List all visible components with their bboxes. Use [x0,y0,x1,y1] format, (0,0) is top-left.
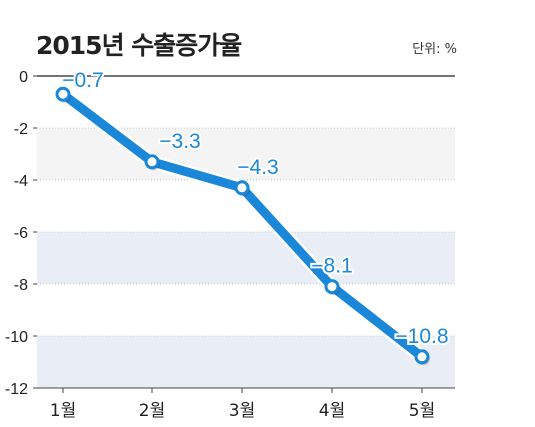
value-label: −0.7 [62,69,103,92]
data-point [55,86,71,102]
y-tick-label: 0 [19,69,28,86]
x-tick-label: 5월 [409,401,435,421]
y-tick-label: -8 [14,277,28,294]
y-tick-label: -12 [5,381,28,398]
chart-title: 2015년 수출증가율 [36,31,242,60]
y-axis-ticks: 0 -2 -4 -6 -8 -10 -12 [5,69,37,398]
band-0 [37,128,455,180]
data-point [324,279,340,295]
y-tick-label: -6 [14,225,28,242]
x-tick-label: 4월 [319,401,345,421]
y-tick-label: -4 [14,173,28,190]
value-label: −10.8 [395,325,448,348]
data-point [414,349,430,365]
x-tick-label: 2월 [139,401,165,421]
band-2 [37,336,455,388]
data-point [144,154,160,170]
data-point [234,180,250,196]
unit-label: 단위: % [412,42,457,57]
x-tick-label: 1월 [50,401,76,421]
value-label: −8.1 [311,255,352,278]
chart-series [55,86,430,366]
value-label: −4.3 [237,156,278,179]
x-axis-ticks: 1월 2월 3월 4월 5월 [50,388,435,421]
chart-bands [37,128,455,388]
band-1 [37,232,455,284]
y-tick-label: -2 [14,121,28,138]
value-labels: −0.7 −3.3 −4.3 −8.1 −10.8 [60,67,450,350]
x-tick-label: 3월 [229,401,255,421]
y-tick-label: -10 [5,329,28,346]
value-label: −3.3 [159,130,200,153]
